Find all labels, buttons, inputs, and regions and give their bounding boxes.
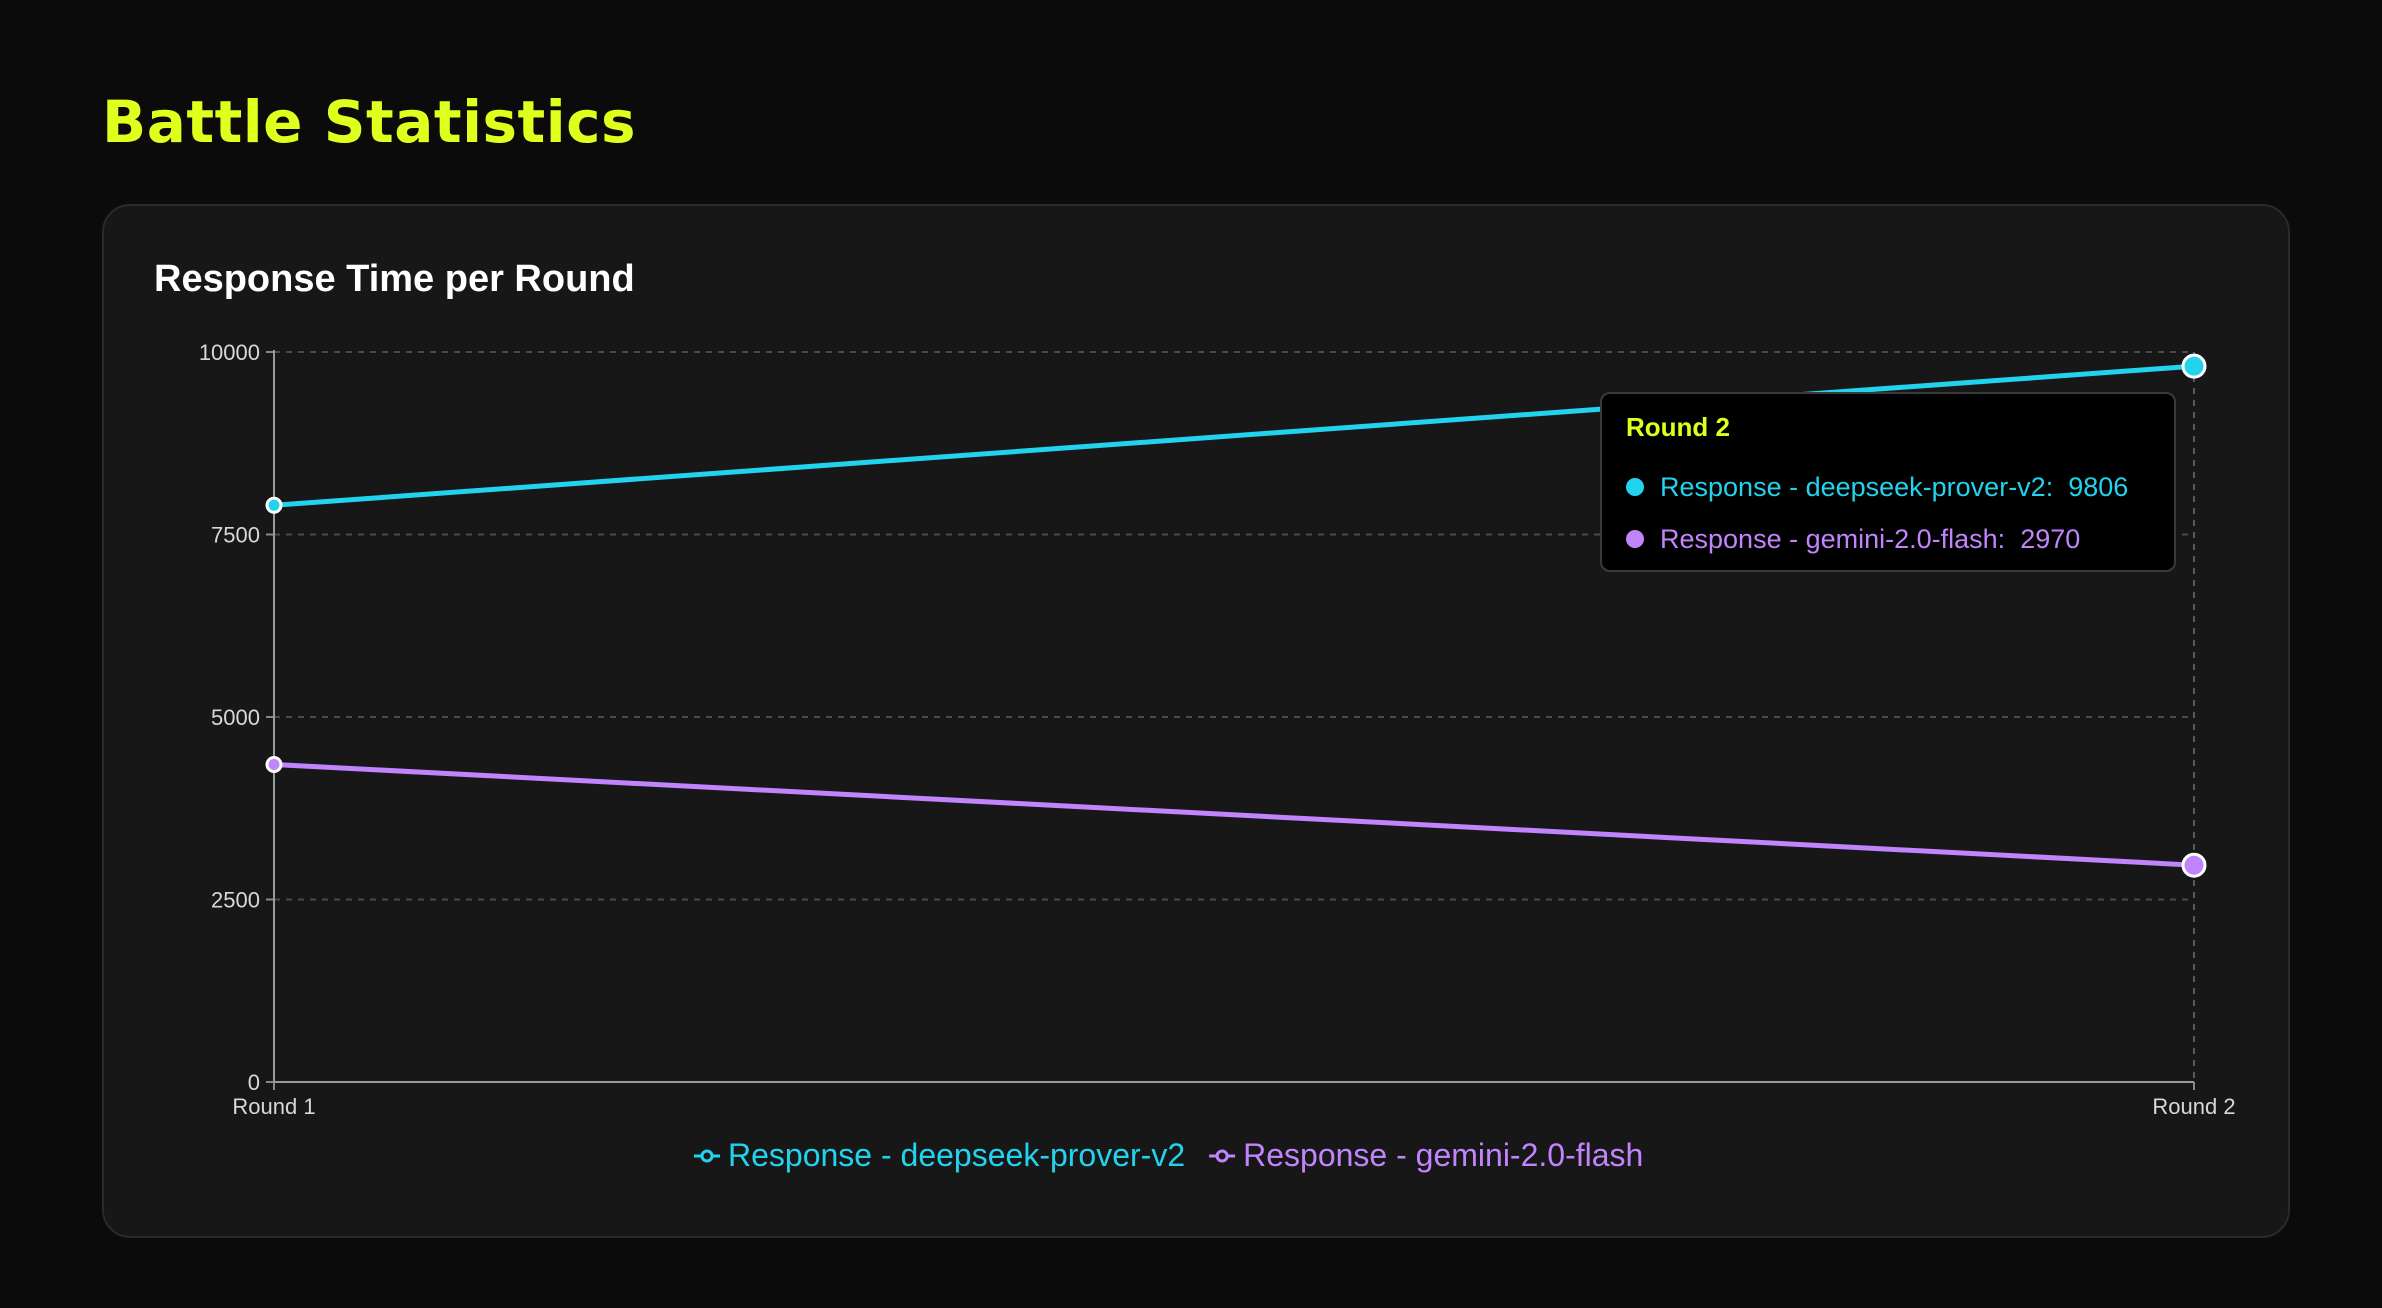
series-2-point[interactable] [2181, 852, 2207, 878]
series-line-1[interactable] [273, 363, 2195, 508]
x-tick-label: Round 2 [2152, 1094, 2235, 1119]
legend-marker-dot[interactable] [700, 1149, 714, 1163]
tooltip-series-label: Response - deepseek-prover-v2 [1660, 471, 2046, 502]
tooltip-series-value: 9806 [2068, 471, 2129, 502]
y-tick-label: 5000 [211, 705, 260, 730]
tooltip-separator: : [1997, 523, 2021, 554]
tooltip-title: Round 2 [1626, 412, 1730, 442]
tooltip-series-value: 2970 [2020, 523, 2081, 554]
y-tick-label: 7500 [211, 523, 260, 548]
tooltip-separator: : [2045, 471, 2069, 502]
tooltip-series-dot [1626, 478, 1644, 496]
tooltip-row: Response - gemini-2.0-flash : 2970 [1626, 513, 2150, 565]
series-1-point[interactable] [265, 496, 283, 514]
tooltip-series-label: Response - gemini-2.0-flash [1660, 523, 1998, 554]
chart-tooltip: Round 2 Response - deepseek-prover-v2 : … [1600, 392, 2176, 572]
series-1-point[interactable] [2181, 353, 2207, 379]
x-tick-label: Round 1 [232, 1094, 315, 1119]
page-title: Battle Statistics [102, 88, 636, 156]
y-tick-label: 0 [248, 1070, 260, 1095]
legend-label[interactable]: Response - gemini-2.0-flash [1243, 1137, 1643, 1173]
tooltip-row: Response - deepseek-prover-v2 : 9806 [1626, 461, 2150, 513]
legend-label[interactable]: Response - deepseek-prover-v2 [728, 1137, 1185, 1173]
series-line-2[interactable] [273, 761, 2195, 868]
chart-title: Response Time per Round [154, 258, 635, 300]
series-2-point[interactable] [265, 755, 283, 773]
chart-card: Response Time per Round 0 2500 5000 7500 100… [102, 204, 2290, 1238]
y-tick-label: 10000 [199, 340, 260, 365]
tooltip-series-dot [1626, 530, 1644, 548]
y-tick-label: 2500 [211, 888, 260, 913]
legend-marker-dot[interactable] [1215, 1149, 1229, 1163]
